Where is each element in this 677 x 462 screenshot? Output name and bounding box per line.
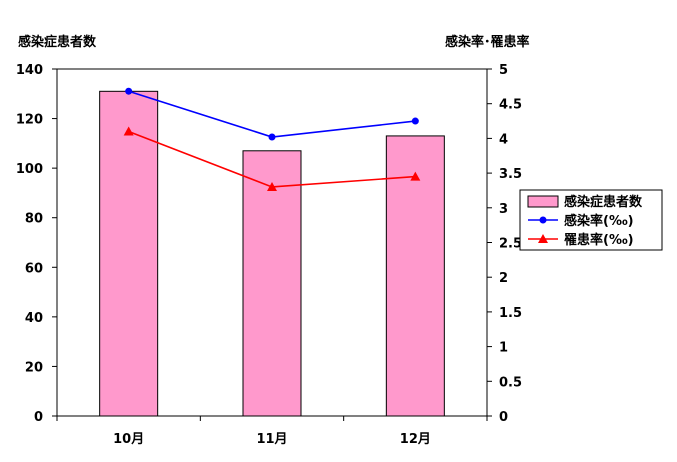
x-axis-tick-label: 10月 — [113, 432, 144, 447]
left-axis-tick-label: 0 — [34, 410, 43, 425]
left-axis-tick-label: 40 — [25, 311, 43, 326]
legend-marker — [539, 216, 547, 224]
bar — [385, 135, 445, 417]
bar — [242, 150, 302, 417]
right-axis-tick-label: 2 — [499, 271, 508, 286]
right-axis-tick-label: 3.5 — [499, 167, 522, 182]
left-axis-tick-label: 100 — [16, 162, 43, 177]
legend-marker — [538, 234, 548, 243]
right-axis-tick-label: 1 — [499, 341, 508, 356]
legend-swatch — [527, 195, 559, 208]
data-point — [267, 181, 277, 191]
x-axis-tick-label: 12月 — [400, 432, 431, 447]
legend-label: 感染率(‰) — [564, 213, 634, 229]
right-axis-tick-label: 0 — [499, 410, 508, 425]
data-point — [411, 117, 419, 125]
legend-label: 罹患率(‰) — [564, 232, 634, 248]
right-axis-tick-label: 4.5 — [499, 98, 522, 113]
data-point — [123, 126, 134, 136]
data-point — [268, 133, 276, 141]
data-point — [125, 87, 133, 95]
right-axis-tick-label: 1.5 — [499, 306, 522, 321]
right-axis-title: 感染率･罹患率 — [445, 35, 530, 50]
x-axis-tick-label: 11月 — [256, 432, 287, 447]
left-axis-title: 感染症患者数 — [18, 35, 97, 50]
series-line — [128, 90, 416, 138]
right-axis-tick-label: 2.5 — [499, 237, 522, 252]
right-axis-tick-label: 0.5 — [499, 375, 522, 390]
right-axis-tick-label: 5 — [499, 63, 508, 78]
left-axis-tick-label: 20 — [25, 360, 43, 375]
right-axis-tick-label: 3 — [499, 202, 508, 217]
left-axis-tick-label: 120 — [16, 113, 43, 128]
left-axis-tick-label: 60 — [25, 261, 43, 276]
bar — [99, 90, 159, 417]
left-axis-tick-label: 80 — [25, 212, 43, 227]
left-axis-tick-label: 140 — [16, 63, 43, 78]
right-axis-tick-label: 4 — [499, 132, 508, 147]
data-point — [410, 171, 421, 181]
legend-label: 感染症患者数 — [564, 194, 643, 210]
